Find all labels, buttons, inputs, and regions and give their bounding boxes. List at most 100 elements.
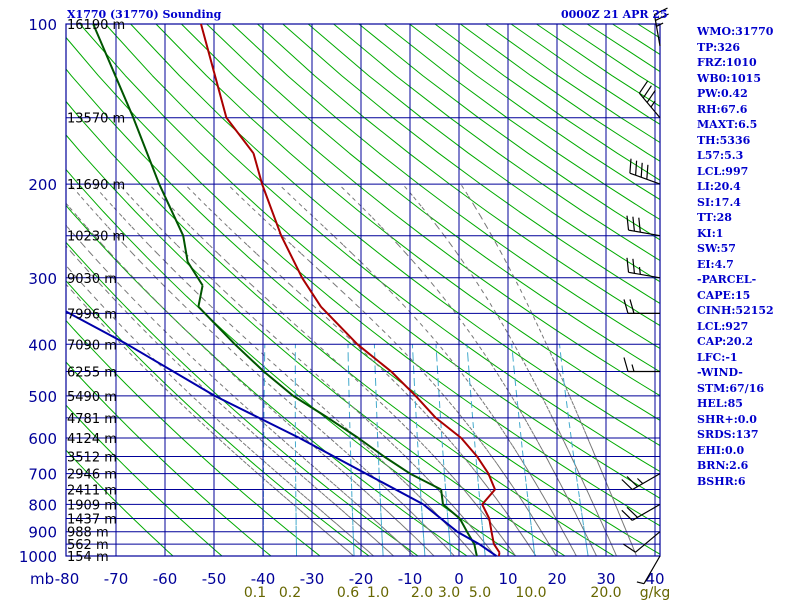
wind-barb	[638, 80, 661, 119]
temperature-tick-label: 30	[596, 570, 615, 588]
mixing-ratio-line	[466, 344, 486, 557]
temperature-tick-label: 20	[547, 570, 566, 588]
wind-barb-flag	[632, 258, 635, 274]
stat-item: RH:67.6	[697, 102, 748, 116]
dry-adiabat	[434, 23, 661, 181]
temperature-tick-label: 0	[454, 570, 464, 588]
pressure-tick-label: 300	[28, 270, 57, 288]
dry-adiabat	[206, 23, 661, 373]
height-label: 16190 m	[67, 18, 125, 33]
wind-barb-flag	[626, 257, 630, 273]
stat-item: BRN:2.6	[697, 459, 749, 472]
stat-item: SRDS:137	[697, 428, 759, 441]
temperature-tick-label: -80	[55, 570, 80, 588]
pressure-axis-label: mb	[30, 570, 54, 588]
height-label: 9030 m	[67, 272, 117, 287]
stat-item: TP:326	[697, 40, 741, 54]
moist-adiabat	[184, 183, 537, 557]
stat-item: PW:0.42	[697, 87, 748, 100]
stat-item: WB0:1015	[697, 71, 761, 85]
stat-item: L57:5.3	[697, 149, 744, 162]
temperature-tick-label: -20	[349, 570, 374, 588]
wind-barbs	[621, 7, 669, 585]
wind-barb	[623, 531, 661, 553]
mixing-ratio-line	[262, 344, 266, 556]
wind-barb-staff	[629, 172, 661, 185]
pressure-tick-label: 200	[28, 176, 57, 194]
wind-barb-flag	[635, 160, 638, 176]
stat-item: MAXT:6.5	[697, 118, 758, 131]
plot-border	[65, 23, 661, 557]
wind-barb-flag	[621, 509, 633, 521]
temperature-tick-label: -10	[398, 570, 423, 588]
wind-barb-flag	[623, 543, 636, 553]
mixing-ratio-line	[435, 344, 452, 557]
mixing-ratio-label: 3.0	[438, 585, 460, 600]
dry-adiabat	[65, 320, 321, 557]
height-label: 562 m	[67, 538, 109, 553]
moist-adiabat	[460, 183, 637, 557]
height-label: 10230 m	[67, 230, 125, 245]
wind-barb	[621, 503, 661, 521]
dry-adiabat	[409, 23, 661, 201]
wind-barb-staff	[635, 531, 661, 553]
wind-barb	[621, 473, 661, 491]
wind-barb-flag	[640, 162, 643, 178]
dry-adiabat	[65, 169, 517, 557]
stat-item: -WIND-	[697, 366, 743, 379]
wind-barb-flag	[638, 217, 641, 233]
temperature-tick-label: 10	[498, 570, 517, 588]
temperature-tick-label: -70	[104, 570, 129, 588]
stat-item: EI:4.7	[697, 257, 734, 271]
mixing-ratio-line	[511, 344, 536, 557]
wind-barb-flag	[623, 357, 629, 372]
wind-barb-half-flag	[650, 100, 656, 108]
height-label: 988 m	[67, 526, 109, 541]
dry-adiabat	[65, 404, 223, 557]
stats-panel: WMO:31770 TP:326 FRZ:1010 WB0:1015 PW:0.42 RH…	[697, 24, 774, 489]
dry-adiabat	[485, 23, 661, 143]
chart-datetime: 0000Z 21 APR 25	[561, 8, 668, 21]
wind-barb-flag	[626, 215, 630, 231]
temperature-tick-label: 40	[645, 570, 664, 588]
chart-title: X1770 (31770) Sounding	[67, 8, 222, 21]
stat-item: FRZ:1010	[697, 56, 757, 69]
wind-barb-flag	[632, 216, 635, 232]
wind-barb	[623, 299, 660, 314]
wind-barb-staff	[628, 271, 661, 279]
wind-barb-half-flag	[631, 364, 635, 372]
dry-adiabat	[383, 23, 661, 220]
stat-item: -PARCEL-	[697, 273, 757, 286]
dry-adiabat	[637, 23, 661, 39]
wind-barb-flag	[654, 7, 668, 16]
height-label: 3512 m	[67, 451, 117, 466]
height-label: 2946 m	[67, 468, 117, 483]
dry-adiabat	[65, 280, 370, 557]
dry-adiabat	[65, 205, 468, 557]
wind-barb-flag	[642, 85, 652, 99]
grid-lines	[66, 23, 660, 557]
stat-item: SI:17.4	[697, 195, 741, 209]
height-label: 11690 m	[67, 178, 125, 193]
mixing-ratio-label: 0.1	[244, 585, 266, 600]
pressure-tick-label: 500	[28, 388, 57, 406]
stat-item: WMO:31770	[697, 25, 774, 38]
height-label: 13570 m	[67, 112, 125, 127]
dry-adiabat	[586, 23, 661, 73]
wind-barb-flag	[621, 479, 633, 491]
wind-barb	[653, 7, 669, 47]
dry-adiabat	[333, 23, 661, 261]
wind-barb-staff	[653, 14, 661, 47]
temperature-line	[200, 23, 501, 557]
stat-item: CINH:52152	[697, 304, 774, 317]
wind-barb-half-flag	[636, 478, 644, 485]
stat-item: SHR+:0.0	[697, 412, 757, 426]
mixing-ratio-label: 10.0	[515, 585, 546, 600]
wind-barb-half-flag	[656, 22, 664, 27]
dry-adiabat	[65, 361, 272, 557]
mixing-ratio-lines	[262, 344, 589, 557]
temperature-tick-label: -40	[251, 570, 276, 588]
wind-barb-staff	[638, 92, 661, 119]
mixing-ratio-line	[373, 344, 384, 557]
